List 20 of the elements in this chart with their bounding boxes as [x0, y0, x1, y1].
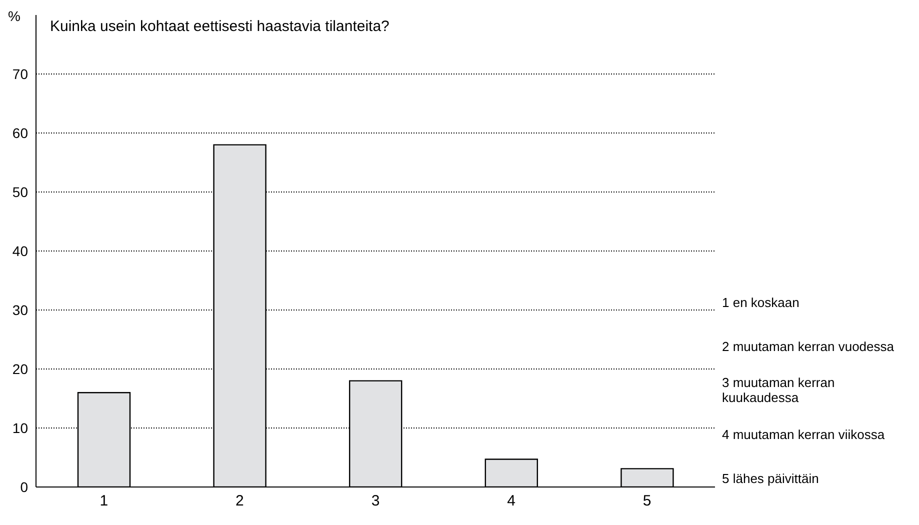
- y-axis-title: %: [8, 8, 20, 24]
- y-tick-label: 20: [12, 360, 28, 377]
- text: 5 lähes päivittäin: [722, 470, 820, 488]
- x-tick-label: 1: [100, 492, 108, 510]
- chart-title: Kuinka usein kohtaat eettisesti haastavia tilanteita?: [50, 18, 390, 35]
- y-tick-label: 50: [12, 184, 28, 200]
- x-tick-label: 2: [236, 492, 244, 510]
- x-tick-label: 3: [371, 492, 380, 510]
- x-tick-label: 5: [642, 492, 652, 510]
- y-tick-label: 10: [12, 420, 28, 436]
- text: 4 muutaman kerran viikossa: [722, 426, 886, 444]
- y-tick-label: 30: [12, 302, 28, 318]
- text: 1 en koskaan: [722, 294, 800, 312]
- y-tick-label: 70: [12, 66, 28, 82]
- y-tick-label: 0: [20, 478, 28, 495]
- y-tick-label: 40: [12, 242, 28, 259]
- text: 2 muutaman kerran vuodessa: [722, 338, 895, 356]
- text: 3 muutaman kerran kuukaudessa: [722, 374, 836, 407]
- y-tick-label: 60: [12, 124, 28, 141]
- x-tick-label: 4: [507, 492, 516, 510]
